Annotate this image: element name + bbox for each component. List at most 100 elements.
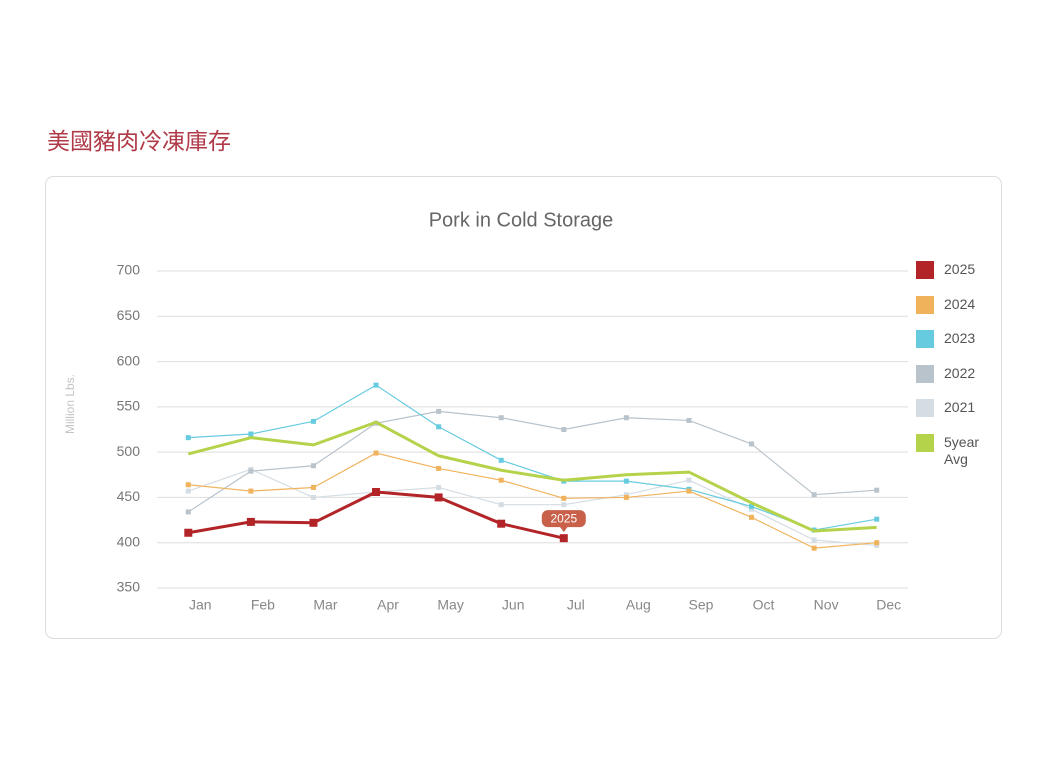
x-tick-label: Jul	[567, 597, 585, 613]
data-point	[498, 457, 504, 463]
data-point	[811, 492, 817, 498]
data-point	[811, 537, 817, 543]
tooltip-text: 2025	[550, 511, 577, 525]
data-point	[749, 514, 755, 520]
data-point	[559, 534, 568, 543]
series-line	[187, 410, 877, 513]
x-tick-label: May	[437, 597, 463, 613]
legend-label: 2025	[944, 261, 976, 277]
legend-label: 2023	[944, 330, 976, 346]
chart-card	[45, 176, 1002, 639]
data-point	[436, 484, 442, 490]
y-tick-label: 400	[117, 533, 141, 549]
data-point	[309, 518, 318, 527]
data-point	[185, 482, 191, 488]
legend-item: 5year Avg	[916, 434, 984, 468]
data-point	[497, 519, 506, 528]
data-point	[498, 477, 504, 483]
data-point	[436, 424, 442, 430]
series-line	[188, 490, 565, 540]
data-point	[749, 441, 755, 447]
data-point	[373, 382, 379, 388]
legend-label: 2021	[944, 399, 976, 415]
data-point	[498, 502, 504, 508]
data-point	[749, 503, 755, 509]
data-point	[185, 435, 191, 441]
x-tick-label: Nov	[814, 597, 839, 613]
data-point	[561, 502, 567, 508]
series-line	[188, 384, 877, 531]
data-point	[623, 492, 629, 498]
legend-label: 2022	[944, 365, 976, 381]
data-point	[310, 494, 316, 500]
legend-swatch	[916, 434, 934, 452]
data-point	[874, 542, 880, 548]
data-point	[248, 488, 254, 494]
data-point	[623, 494, 629, 500]
data-point	[310, 418, 316, 424]
y-tick-label: 550	[117, 398, 141, 414]
y-tick-label: 600	[117, 352, 141, 368]
x-tick-label: Sep	[688, 597, 713, 613]
page-heading: 美國豬肉冷凍庫存	[47, 129, 231, 155]
data-point	[686, 488, 692, 494]
legend-item: 2021	[916, 399, 984, 417]
legend-label: 5year Avg	[944, 434, 980, 467]
legend-swatch	[916, 330, 934, 348]
data-point	[310, 463, 316, 469]
data-point	[623, 478, 629, 484]
legend-item: 2024	[916, 296, 984, 314]
data-point	[373, 450, 379, 456]
y-axis-label: Million Lbs.	[63, 374, 77, 434]
legend-item: 2023	[916, 330, 984, 348]
data-point	[185, 509, 191, 515]
legend-item: 2022	[916, 365, 984, 383]
legend-item: 2025	[916, 261, 984, 279]
legend-swatch	[916, 296, 934, 314]
data-point	[372, 487, 381, 496]
x-tick-label: Jun	[502, 597, 525, 613]
data-point	[248, 468, 254, 474]
x-tick-label: Mar	[313, 597, 337, 613]
x-tick-label: Aug	[626, 597, 651, 613]
legend-swatch	[916, 261, 934, 279]
data-point	[749, 506, 755, 512]
x-tick-label: Oct	[753, 597, 775, 613]
data-point	[874, 487, 880, 493]
data-point	[811, 545, 817, 551]
y-tick-label: 450	[117, 488, 141, 504]
data-point	[623, 415, 629, 421]
tooltip-pointer	[559, 526, 568, 533]
data-point	[498, 415, 504, 421]
data-point	[874, 540, 880, 546]
data-point	[561, 495, 567, 501]
series-line	[187, 420, 877, 533]
y-tick-label: 700	[117, 262, 141, 278]
data-point	[434, 493, 443, 502]
data-point	[686, 477, 692, 483]
y-tick-label: 650	[117, 307, 141, 323]
data-point	[561, 427, 567, 432]
x-tick-label: Feb	[251, 597, 275, 613]
data-point	[686, 417, 692, 423]
x-tick-label: Jan	[189, 597, 212, 613]
y-tick-label: 350	[117, 579, 141, 595]
data-point	[248, 431, 254, 437]
data-point	[436, 408, 442, 414]
legend-swatch	[916, 365, 934, 383]
y-tick-label: 500	[117, 443, 141, 459]
data-point	[436, 465, 442, 471]
x-tick-label: Apr	[377, 597, 399, 613]
data-point	[310, 484, 316, 490]
tooltip-box	[541, 510, 586, 528]
data-point	[874, 516, 880, 522]
data-point	[246, 517, 255, 526]
legend-swatch	[916, 399, 934, 417]
series-line	[188, 452, 877, 549]
data-point	[184, 528, 193, 537]
chart-title: Pork in Cold Storage	[429, 209, 614, 231]
series-line	[188, 468, 877, 547]
x-tick-label: Dec	[876, 597, 901, 613]
